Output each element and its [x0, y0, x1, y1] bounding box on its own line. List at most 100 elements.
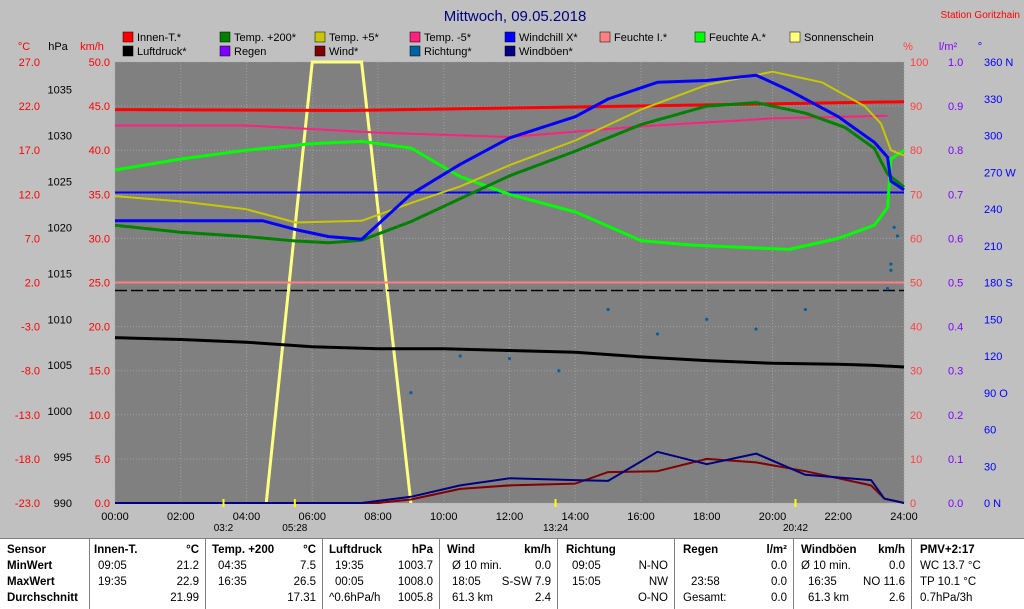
y-tick-label: -18.0	[15, 454, 40, 466]
windboeen-max-time: 16:35	[808, 576, 837, 588]
richtung-dot	[754, 327, 758, 331]
y-tick-label: 50	[910, 278, 922, 290]
y-tick-label: 1025	[48, 176, 72, 188]
x-tick-label: 08:00	[364, 511, 392, 523]
richtung-dot	[409, 391, 413, 395]
temp200-max: 26.5	[293, 576, 316, 588]
y-tick-label: 22.0	[19, 101, 40, 113]
y-tick-label: 60	[910, 233, 922, 245]
legend-label: Regen	[234, 46, 266, 58]
col-sensor: Sensor MinWert MaxWert Durchschnitt	[0, 539, 90, 609]
legend-label: Feuchte A.*	[709, 32, 767, 44]
legend-swatch	[409, 31, 421, 43]
series-line-3	[114, 139, 905, 251]
y-tick-label: -3.0	[21, 322, 40, 334]
col-temp200: Temp. +200 °C 04:35 7.5 16:35 26.5 17.31	[206, 539, 323, 609]
legend-swatch	[504, 31, 516, 43]
y-tick-label: 30	[910, 366, 922, 378]
y-tick-label: 1030	[48, 131, 72, 143]
row-label-max: MaxWert	[7, 576, 55, 588]
legend-label: Temp. +5*	[329, 32, 380, 44]
innen-unit: °C	[186, 544, 199, 556]
regen-min: 0.0	[771, 560, 787, 572]
y-tick-label: 7.0	[25, 233, 40, 245]
legend-label: Wind*	[329, 46, 359, 58]
legend-swatch	[409, 45, 421, 57]
y-tick-label: 0	[910, 498, 916, 510]
x-tick-label: 18:00	[693, 511, 721, 523]
y-tick-label: 100	[910, 57, 928, 69]
richtung-title: Richtung	[566, 544, 616, 556]
regen-max-time: 23:58	[691, 576, 720, 588]
axis-unit-label: °	[978, 41, 982, 53]
richtung-max-time: 15:05	[572, 576, 601, 588]
series-line-9	[115, 450, 905, 504]
y-tick-label: 50.0	[89, 57, 110, 69]
richtung-min: N-NO	[638, 560, 668, 572]
legend: Innen-T.* Temp. +200* Temp. +5* Temp. -5* Wi…	[122, 31, 874, 58]
temp200-title: Temp. +200	[212, 544, 275, 556]
legend-swatch	[504, 45, 516, 57]
legend-label: Windböen*	[519, 46, 574, 58]
y-tick-label: 270 W	[984, 167, 1016, 179]
col-regen: Regen l/m² 0.0 23:58 0.0 Gesamt: 0.0	[675, 539, 794, 609]
windboeen-r1-value: 0.0	[889, 560, 905, 572]
regen-unit: l/m²	[766, 544, 787, 556]
richtung-dot	[895, 234, 900, 238]
y-tick-label: 120	[984, 351, 1002, 363]
luftdruck-unit: hPa	[411, 544, 433, 556]
legend-label: Luftdruck*	[137, 46, 187, 58]
y-tick-label: 2.0	[25, 278, 40, 290]
x-tick-label: 04:00	[233, 511, 261, 523]
axes-layer: 00:00 02:00 04:00 06:00 08:00 10:00 12:00 14:00…	[15, 41, 1016, 534]
luftdruck-title: Luftdruck	[329, 544, 383, 556]
col-richtung: Richtung 09:05 N-NO 15:05 NW O-NO	[558, 539, 675, 609]
innen-title: Innen-T.	[94, 544, 138, 556]
axis-unit-label: hPa	[48, 41, 68, 53]
innen-max: 22.9	[176, 576, 199, 588]
richtung-dot	[889, 262, 893, 266]
chart-title: Mittwoch, 09.05.2018	[444, 8, 587, 25]
temp200-avg: 17.31	[287, 592, 316, 604]
y-tick-label: 30	[984, 461, 996, 473]
legend-swatch	[122, 31, 134, 43]
y-tick-label: 1005	[48, 360, 72, 372]
x-tick-label: 02:00	[167, 511, 195, 523]
innen-min: 21.2	[176, 560, 199, 572]
y-tick-label: 40	[910, 322, 922, 334]
y-tick-label: 330	[984, 94, 1002, 106]
legend-swatch	[599, 31, 611, 43]
y-tick-label: 15.0	[89, 366, 110, 378]
y-tick-label: 0.9	[948, 101, 963, 113]
y-tick-label: 1020	[48, 222, 72, 234]
pmv-title: PMV+2:17	[920, 544, 975, 556]
y-tick-label: 0.5	[948, 278, 963, 290]
richtung-dot	[458, 354, 462, 358]
wind-max: S-SW 7.9	[501, 576, 551, 588]
pmv-windchill: WC 13.7 °C	[920, 560, 981, 572]
row-label-min: MinWert	[7, 560, 53, 572]
legend-label: Richtung*	[424, 46, 472, 58]
x-tick-label: 06:00	[298, 511, 326, 523]
y-tick-label: 180 S	[984, 278, 1013, 290]
innen-max-time: 19:35	[98, 576, 127, 588]
axis-unit-label: km/h	[80, 41, 104, 53]
y-tick-label: 1015	[48, 268, 72, 280]
luftdruck-max: 1008.0	[397, 576, 433, 588]
y-tick-label: -8.0	[21, 366, 40, 378]
pmv-dewpoint: TP 10.1 °C	[920, 576, 977, 588]
series-layer	[114, 60, 905, 504]
y-tick-label: 12.0	[19, 189, 40, 201]
marker-label: 03:2	[214, 523, 234, 534]
wind-title: Wind	[447, 544, 475, 556]
y-tick-label: 20.0	[89, 322, 110, 334]
windboeen-r1-label: Ø 10 min.	[801, 560, 851, 572]
legend-swatch	[789, 31, 801, 43]
wind-r1-value: 0.0	[535, 560, 551, 572]
innen-avg: 21.99	[170, 592, 199, 604]
y-tick-label: 10	[910, 454, 922, 466]
legend-label: Feuchte I.*	[614, 32, 668, 44]
x-tick-label: 12:00	[496, 511, 524, 523]
legend-swatch	[219, 45, 231, 57]
series-line-4	[114, 101, 905, 245]
